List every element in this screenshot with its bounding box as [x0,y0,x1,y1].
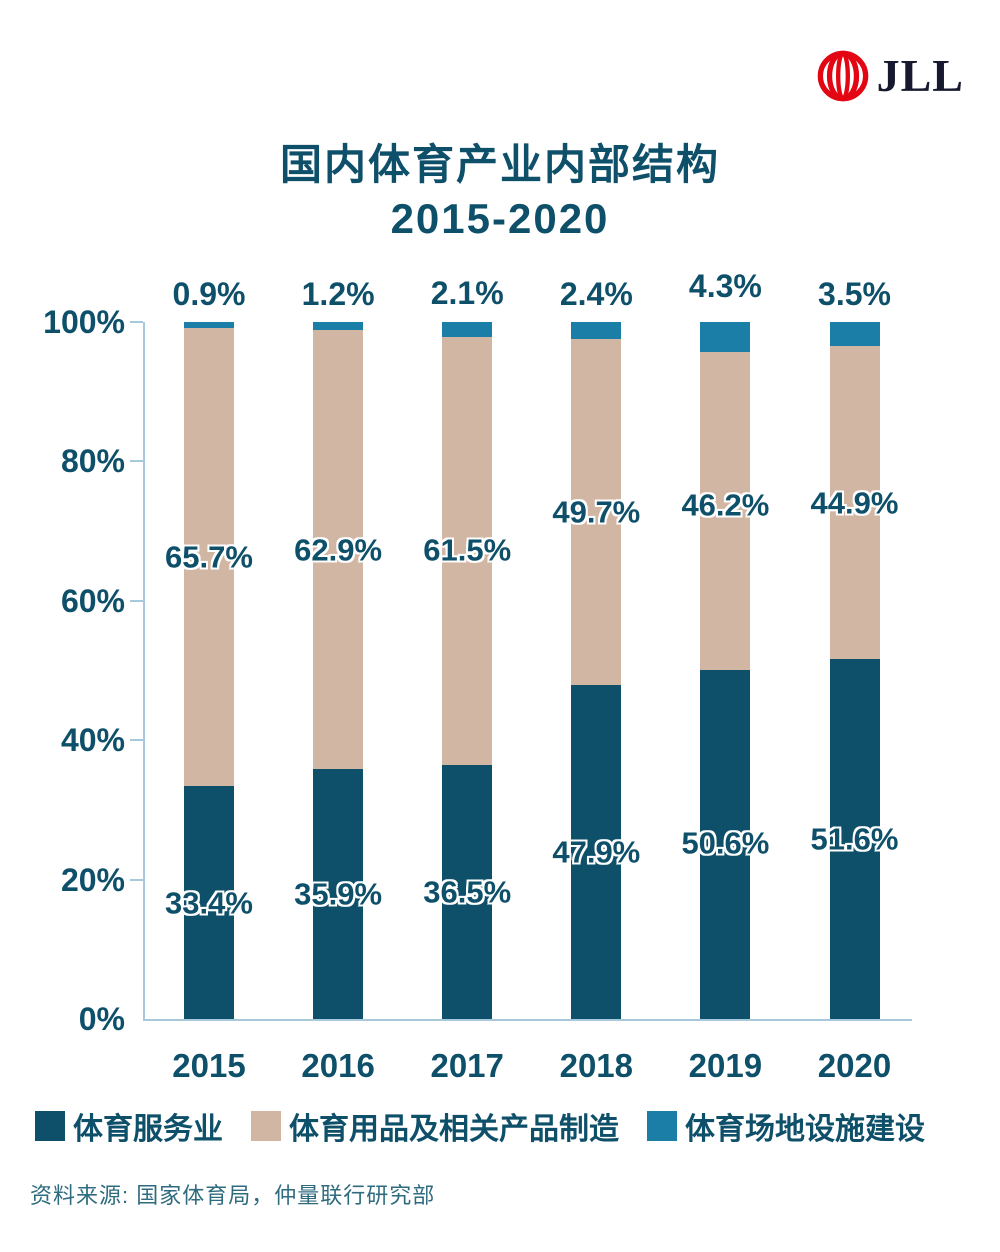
jll-logo-mark-icon [817,50,868,102]
value-label-series0-2018: 47.9% [552,834,641,870]
legend-item-2: 体育场地设施建设 [647,1104,925,1148]
source-note: 资料来源: 国家体育局，仲量联行研究部 [30,1183,436,1208]
bar-2019-segment-2 [700,322,751,352]
value-label-series2-2016: 1.2% [301,276,375,312]
value-label-series1-2016: 62.9% [294,532,383,568]
bar-2018-segment-0 [571,685,622,1019]
chart-title-line2: 2015-2020 [390,195,610,242]
value-label-series2-2020: 3.5% [818,276,891,312]
bar-2017-segment-0 [442,764,493,1019]
chart-legend: 体育服务业 体育用品及相关产品制造 体育场地设施建设 [35,1104,925,1148]
bar-2016-segment-1 [313,330,364,769]
bar-2018-segment-1 [571,338,622,686]
y-axis-label: 0% [78,1001,125,1037]
y-axis-label: 60% [60,582,125,619]
bar-2017-segment-1 [442,336,493,765]
y-axis-label: 40% [60,722,125,759]
bar-2016-segment-2 [313,322,364,331]
x-axis-label-2016: 2016 [301,1047,375,1084]
y-axis-line [143,322,145,1021]
value-label-series2-2015: 0.9% [172,276,246,312]
legend-label: 体育场地设施建设 [685,1113,925,1146]
bar-2020-segment-1 [829,346,880,660]
x-axis-label-2018: 2018 [559,1047,634,1084]
legend-swatch-icon [647,1111,677,1141]
bar-2020-segment-0 [829,659,880,1019]
y-axis-tick [130,599,143,602]
chart-title: 国内体育产业内部结构 2015-2020 [0,138,1000,246]
bar-2015-segment-0 [184,786,234,1019]
chart-title-line1: 国内体育产业内部结构 [279,141,720,188]
value-label-series1-2017: 61.5% [423,532,512,568]
bar-2015-segment-2 [184,322,234,329]
value-label-series1-2015: 65.7% [165,539,253,575]
y-axis-label: 80% [60,443,125,480]
chart-plot-area: 0% 20% 40% 60% 80% 100% 2015 33.4% 65.7% 0.9% 2016… [43,270,912,1082]
legend-swatch-icon [35,1111,65,1141]
value-label-series0-2016: 35.9% [294,876,383,912]
bar-2019 [700,322,751,1019]
bar-2016-segment-0 [313,768,364,1019]
x-axis-line [143,1019,912,1021]
bar-2015-segment-1 [184,328,234,787]
value-label-series1-2018: 49.7% [552,494,641,530]
bar-2019-segment-1 [700,351,751,671]
value-label-series1-2020: 44.9% [810,485,899,521]
bar-2017-segment-2 [442,322,493,337]
value-label-series2-2019: 4.3% [688,268,762,305]
bar-2017 [442,322,493,1019]
legend-item-0: 体育服务业 [35,1104,223,1148]
bar-2016 [313,322,364,1019]
y-axis-tick [130,460,143,463]
legend-item-1: 体育用品及相关产品制造 [251,1104,619,1148]
jll-logo-text: JLL [876,50,964,101]
legend-label: 体育用品及相关产品制造 [289,1113,619,1146]
y-axis-tick [130,739,143,742]
value-label-series0-2020: 51.6% [810,821,899,857]
value-label-series0-2019: 50.6% [681,825,770,861]
bar-2018-segment-2 [571,322,622,339]
x-axis-label-2020: 2020 [817,1047,892,1084]
bar-2020 [829,322,880,1019]
value-label-series0-2015: 33.4% [165,885,253,921]
legend-swatch-icon [251,1111,281,1141]
jll-logo: JLL [817,50,964,102]
y-axis-tick [130,321,143,323]
legend-label: 体育服务业 [73,1113,223,1146]
value-label-series0-2017: 36.5% [423,874,512,910]
x-axis-label-2015: 2015 [172,1047,246,1084]
x-axis-label-2019: 2019 [688,1047,763,1084]
value-label-series2-2017: 2.1% [430,275,504,312]
x-axis-label-2017: 2017 [430,1047,504,1084]
value-label-series1-2019: 46.2% [681,487,770,523]
value-label-series2-2018: 2.4% [559,276,633,312]
y-axis-tick [130,878,143,881]
bar-2018 [571,322,622,1019]
bar-2019-segment-0 [700,670,751,1019]
bar-2020-segment-2 [829,322,880,347]
y-axis-label: 100% [43,304,125,340]
bar-2015 [184,322,234,1019]
y-axis-label: 20% [60,861,125,898]
